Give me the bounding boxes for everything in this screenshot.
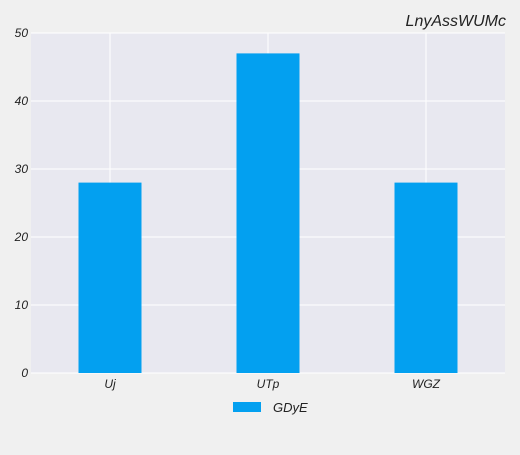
y-tick-label: 50 — [15, 26, 29, 40]
legend-swatch — [233, 402, 261, 412]
x-tick-label: UTp — [257, 377, 280, 391]
y-tick-label: 40 — [15, 94, 29, 108]
y-tick-label: 30 — [15, 162, 29, 176]
x-tick-label: Uj — [104, 377, 116, 391]
y-tick-label: 10 — [15, 298, 29, 312]
bars — [78, 53, 458, 374]
bar — [78, 182, 142, 373]
bar — [394, 182, 458, 373]
legend: GDyE — [233, 400, 308, 415]
x-tick-label: WGZ — [412, 377, 441, 391]
chart-title: LnyAssWUMc — [406, 13, 506, 30]
y-tick-label: 20 — [14, 230, 29, 244]
x-axis-ticks: Uj UTp WGZ — [104, 377, 440, 391]
legend-label: GDyE — [273, 400, 308, 415]
bar — [236, 53, 300, 374]
y-tick-label: 0 — [21, 366, 28, 380]
y-axis-ticks: 0 10 20 30 40 50 — [14, 26, 29, 380]
